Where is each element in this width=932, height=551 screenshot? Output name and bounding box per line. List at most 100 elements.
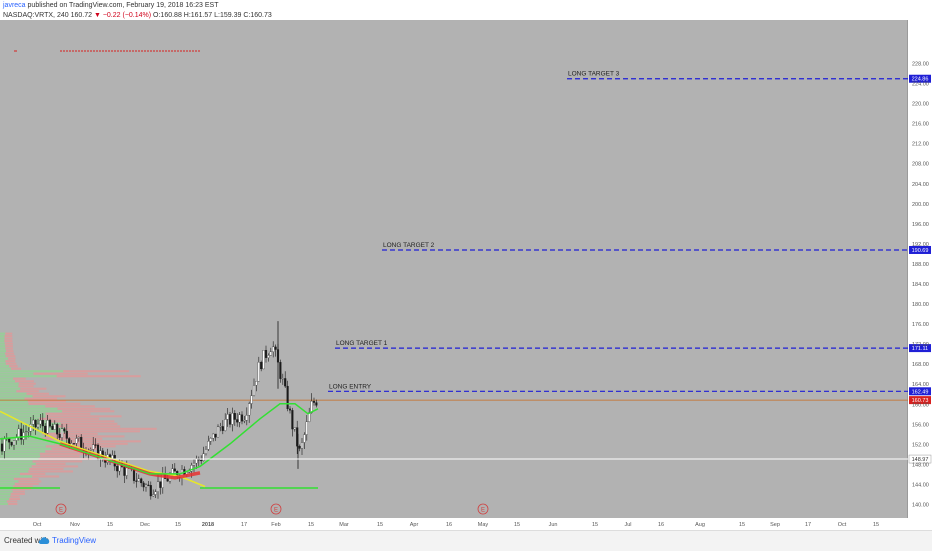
price-tick-label: 160.00 xyxy=(912,402,929,408)
volume-bar-up xyxy=(0,385,19,388)
candle-body xyxy=(255,381,258,386)
candle-body xyxy=(12,440,16,446)
time-tick-label: 17 xyxy=(241,522,247,528)
volume-bar-up xyxy=(0,480,19,483)
volume-bar-up xyxy=(0,412,46,415)
earnings-marker xyxy=(270,503,282,515)
volume-bar-up xyxy=(0,482,15,485)
candle-body xyxy=(226,414,229,420)
volume-bar-down xyxy=(5,355,16,358)
candle-body xyxy=(300,442,304,449)
volume-bar-down xyxy=(39,417,100,420)
green-moving-average xyxy=(0,403,319,475)
volume-bar-up xyxy=(0,452,40,455)
volume-bar-down xyxy=(31,465,79,468)
candle-body xyxy=(132,469,136,481)
target-price-tag xyxy=(909,74,931,83)
candle-body xyxy=(60,428,64,438)
candle-body xyxy=(245,415,248,421)
price-tick-label: 208.00 xyxy=(912,162,929,168)
time-tick-label: 15 xyxy=(739,522,745,528)
price-tick-label: 168.00 xyxy=(912,362,929,368)
volume-bar-down xyxy=(5,345,13,348)
volume-bar-up xyxy=(0,365,10,368)
volume-bar-down xyxy=(11,367,22,370)
volume-bar-up xyxy=(0,430,68,433)
ohlc-values: O:160.88 H:161.57 L:159.39 C:160.73 xyxy=(153,12,272,19)
candlestick-series xyxy=(0,321,318,500)
price-tick-label: 152.00 xyxy=(912,442,929,448)
volume-bar-up xyxy=(0,337,5,340)
volume-bar-down xyxy=(4,337,13,340)
volume-bar-up xyxy=(0,500,7,503)
price-axis-ticks: 140.00 144.00 148.00 152.00 156.00 160.00 164.… xyxy=(912,62,929,509)
last-price-tag xyxy=(909,396,931,405)
price-tick-label: 192.00 xyxy=(912,242,929,248)
volume-bar-up xyxy=(0,417,40,420)
publish-line: javreca published on TradingView.com, Fe… xyxy=(3,1,218,10)
candle-body xyxy=(204,449,208,454)
price-tick-label: 188.00 xyxy=(912,262,929,268)
volume-bar-down xyxy=(13,477,39,480)
chart-header: javreca published on TradingView.com, Fe… xyxy=(0,0,932,20)
volume-bar-up xyxy=(0,425,54,428)
volume-bar-up xyxy=(0,357,9,360)
volume-bar-down xyxy=(26,392,49,395)
volume-bar-down xyxy=(57,407,111,410)
candle-body xyxy=(63,428,66,432)
volume-bar-up xyxy=(0,382,19,385)
volume-bar-up xyxy=(0,427,66,430)
volume-bar-down xyxy=(67,440,142,443)
time-tick-label: 15 xyxy=(377,522,383,528)
created-with-text: Created with xyxy=(4,536,49,545)
candle-body xyxy=(140,478,143,484)
target-label: LONG TARGET 1 xyxy=(336,340,388,347)
volume-bar-up xyxy=(0,420,51,423)
volume-bar-down xyxy=(45,435,125,438)
time-tick-label: May xyxy=(478,522,489,528)
price-chart[interactable]: LONG TARGET 3 224.86 LONG TARGET 2 190.69 LO… xyxy=(0,20,932,530)
candle-body xyxy=(284,378,287,387)
candle-body xyxy=(154,491,157,495)
volume-profile xyxy=(0,332,157,505)
price-tick-label: 212.00 xyxy=(912,142,929,148)
volume-bar-down xyxy=(42,432,98,435)
time-tick-label: 15 xyxy=(308,522,314,528)
time-tick-label: Sep xyxy=(770,522,780,528)
earnings-marker-label: E xyxy=(59,508,63,514)
candle-body xyxy=(17,428,20,438)
volume-bar-up xyxy=(0,387,21,390)
candle-body xyxy=(144,484,148,488)
candle-body xyxy=(56,424,59,435)
candle-body xyxy=(152,494,155,497)
target-price-tag xyxy=(909,344,931,353)
volume-bar-down xyxy=(20,387,47,390)
price-tick-label: 156.00 xyxy=(912,422,929,428)
candle-body xyxy=(92,444,95,450)
volume-bar-up xyxy=(0,455,41,458)
volume-bar-up xyxy=(0,345,6,348)
volume-bar-up xyxy=(0,475,33,478)
volume-bar-down xyxy=(6,500,18,503)
price-tick-label: 220.00 xyxy=(912,102,929,108)
tradingview-brand[interactable]: TradingView xyxy=(52,536,97,545)
volume-bar-down xyxy=(4,342,13,345)
candle-body xyxy=(233,413,236,420)
volume-bar-up xyxy=(0,350,7,353)
time-tick-label: Aug xyxy=(695,522,705,528)
volume-bar-down xyxy=(19,472,46,475)
volume-bar-down xyxy=(32,395,66,398)
symbol-line: NASDAQ:VRTX, 240 160.72 ▼ −0.22 (−0.14%)… xyxy=(3,11,272,20)
volume-bar-down xyxy=(32,475,60,478)
volume-bar-up xyxy=(0,392,27,395)
candle-body xyxy=(298,445,301,449)
candle-body xyxy=(147,484,150,486)
target-label: LONG TARGET 3 xyxy=(568,71,620,78)
volume-bar-up xyxy=(0,347,6,350)
author-link[interactable]: javreca xyxy=(3,2,26,9)
last-price-label: 160.73 xyxy=(912,398,929,404)
volume-bar-up xyxy=(0,450,46,453)
volume-bar-down xyxy=(45,405,95,408)
volume-bar-down xyxy=(12,490,25,493)
